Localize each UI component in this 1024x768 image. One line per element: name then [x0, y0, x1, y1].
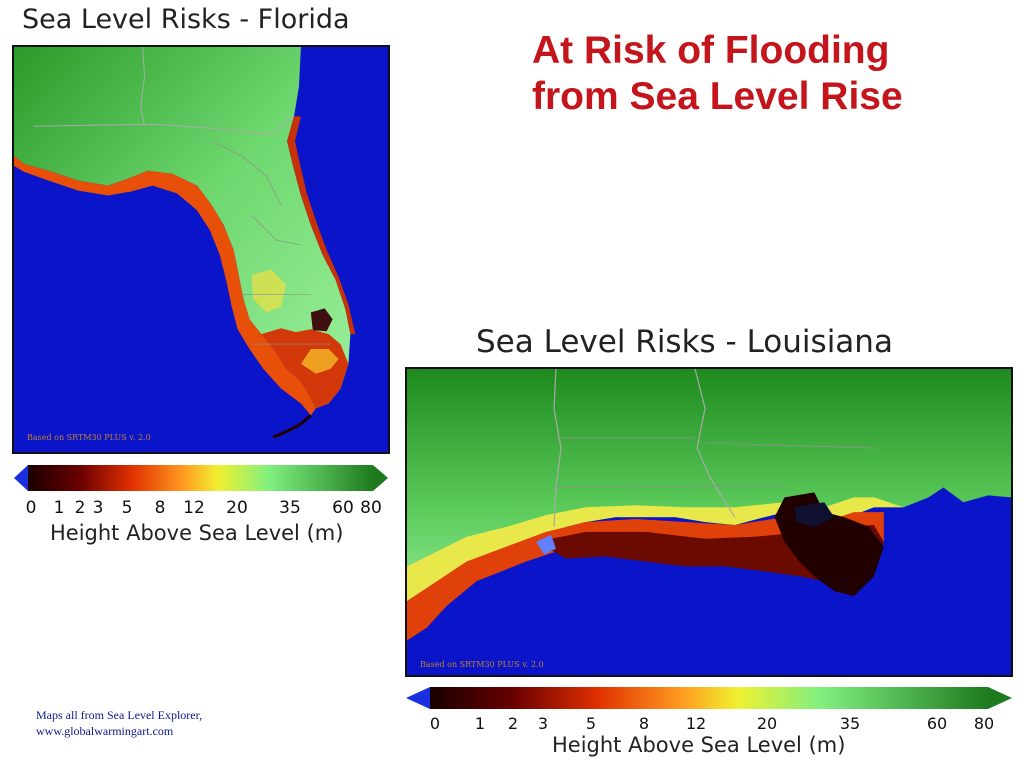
florida-legend-tick: 5	[121, 498, 133, 518]
florida-legend-tick: 0	[25, 498, 37, 518]
florida-legend-tick: 60	[332, 498, 354, 518]
florida-legend-tick: 3	[92, 498, 104, 518]
louisiana-legend-tick: 3	[537, 714, 549, 733]
headline-line-1: At Risk of Flooding	[532, 29, 890, 72]
louisiana-legend-tick: 0	[429, 714, 441, 733]
footnote-line-2: www.globalwarmingart.com	[36, 724, 174, 738]
florida-legend-caption: Height Above Sea Level (m)	[50, 521, 344, 545]
florida-map-title: Sea Level Risks - Florida	[22, 4, 350, 35]
louisiana-legend-tick: 5	[585, 714, 597, 733]
louisiana-map-title: Sea Level Risks - Louisiana	[476, 324, 893, 360]
louisiana-legend-caption: Height Above Sea Level (m)	[552, 733, 846, 757]
louisiana-legend-tick: 35	[839, 714, 861, 733]
louisiana-elevation-legend	[406, 686, 1012, 710]
louisiana-legend-tick: 20	[756, 714, 778, 733]
florida-elevation-map	[12, 45, 390, 454]
florida-map-credit: Based on SRTM30 PLUS v. 2.0	[27, 433, 151, 442]
slide-headline: At Risk of Flooding from Sea Level Rise	[532, 28, 903, 120]
louisiana-legend-tick: 2	[507, 714, 519, 733]
florida-legend-tick: 12	[183, 498, 205, 518]
florida-legend-tick: 80	[360, 498, 382, 518]
florida-legend-tick: 1	[53, 498, 65, 518]
florida-legend-tick: 8	[154, 498, 166, 518]
louisiana-legend-tick: 60	[926, 714, 948, 733]
footnote-line-1: Maps all from Sea Level Explorer,	[36, 708, 203, 722]
louisiana-legend-tick: 12	[685, 714, 707, 733]
florida-elevation-legend	[14, 463, 388, 493]
florida-legend-tick: 2	[74, 498, 86, 518]
louisiana-elevation-map	[405, 367, 1013, 677]
florida-legend-tick: 20	[226, 498, 248, 518]
florida-legend-tick: 35	[279, 498, 301, 518]
source-footnote: Maps all from Sea Level Explorer, www.gl…	[36, 707, 202, 739]
louisiana-legend-tick: 8	[638, 714, 650, 733]
louisiana-legend-tick: 80	[973, 714, 995, 733]
louisiana-map-credit: Based on SRTM30 PLUS v. 2.0	[420, 660, 544, 669]
headline-line-2: from Sea Level Rise	[532, 75, 903, 118]
louisiana-legend-tick: 1	[474, 714, 486, 733]
